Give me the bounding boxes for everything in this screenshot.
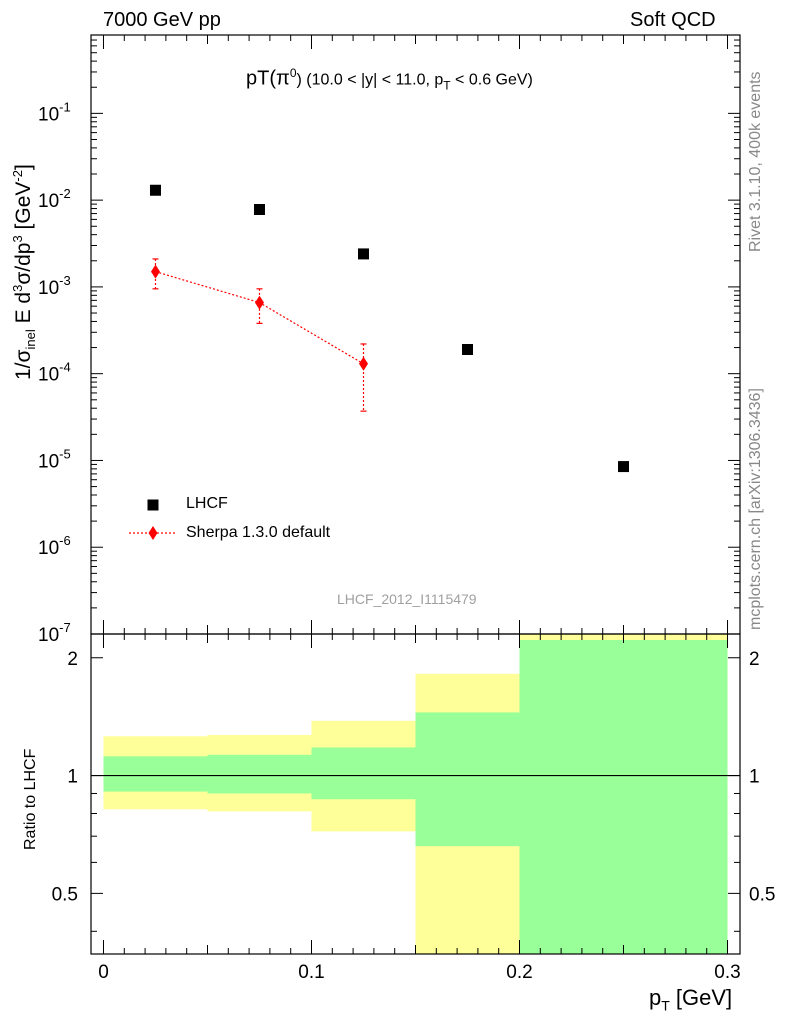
- legend-label-mc: Sherpa 1.3.0 default: [186, 524, 331, 541]
- upper-ytick-label-1: 10-6: [38, 533, 71, 559]
- lhcf-point-2: [357, 248, 369, 260]
- lower-ytick-label-right-2: 2: [749, 649, 760, 670]
- xlabel-sub: T: [661, 997, 670, 1014]
- lower-ytick-label-left-2: 2: [67, 649, 78, 670]
- ratio-band-inner-1: [207, 754, 312, 794]
- upper-data-marks: [149, 184, 630, 473]
- legend-marker-mc: [148, 526, 158, 540]
- mc-point-1: [254, 295, 264, 310]
- analysis-watermark: LHCF_2012_I1115479: [337, 591, 477, 607]
- upper-ytick-label-2: 10-5: [38, 446, 71, 472]
- title-rest: ) (10.0 < |y| < 11.0, p: [296, 71, 444, 89]
- ytick-base: 10: [38, 538, 59, 559]
- lower-ytick-label-right-1: 1: [749, 767, 760, 788]
- upper-ytick-label-3: 10-4: [38, 360, 71, 386]
- mc-point-0: [150, 264, 160, 279]
- ytick-base: 10: [38, 451, 59, 472]
- header-left-label: 7000 GeV pp: [103, 9, 221, 31]
- ratio-band-inner-3: [415, 712, 520, 847]
- upper-ytick-label-5: 10-2: [38, 186, 71, 212]
- ytick-base: 10: [38, 625, 59, 646]
- lhcf-point-4: [618, 461, 630, 473]
- title-main: pT(π: [246, 67, 290, 90]
- ytick-exp: -4: [59, 360, 71, 375]
- legend-markers: [129, 499, 176, 540]
- lower-ytick-label-left-0: 0.5: [52, 884, 78, 905]
- lhcf-point-3: [462, 343, 474, 355]
- lhcf-point-1: [253, 203, 265, 215]
- lower-axis-ticks: [91, 634, 740, 954]
- xtick-label-2: 0.2: [506, 962, 532, 983]
- xtick-label-1: 0.1: [298, 962, 324, 983]
- ytick-exp: -5: [59, 446, 71, 461]
- ytick-base: 10: [38, 191, 59, 212]
- ratio-band-inner-0: [103, 756, 208, 792]
- ytick-base: 10: [38, 365, 59, 386]
- ratio-band-inner-2: [311, 747, 416, 800]
- ytick-exp: -7: [59, 620, 71, 635]
- x-axis-label: pT [GeV]: [649, 985, 732, 1013]
- lower-ytick-label-left-1: 1: [67, 767, 78, 788]
- tick-labels: 10-710-610-510-410-310-210-10.5 0.51 12 20 0…: [38, 99, 775, 983]
- ytick-base: 10: [38, 104, 59, 125]
- ytick-exp: -2: [59, 186, 71, 201]
- ratio-band-inner-4: [519, 640, 728, 954]
- lower-plot-frame: [90, 633, 741, 955]
- lhcf-point-0: [149, 184, 161, 196]
- upper-ytick-label-0: 10-7: [38, 620, 71, 646]
- ytick-exp: -6: [59, 533, 71, 548]
- xtick-label-0: 0: [98, 962, 109, 983]
- xlabel-unit: [GeV]: [669, 985, 733, 1010]
- upper-ytick-label-4: 10-3: [38, 273, 71, 299]
- legend-label-data: LHCF: [186, 495, 228, 512]
- upper-axis-ticks: [91, 34, 740, 635]
- header-right-label: Soft QCD: [630, 9, 716, 31]
- ytick-exp: -1: [59, 99, 71, 114]
- title-sup: 0: [289, 66, 297, 80]
- ratio-bands: [103, 634, 728, 954]
- xlabel-main: p: [649, 985, 662, 1010]
- title-sub: T: [443, 78, 451, 93]
- lower-ytick-label-right-0: 0.5: [749, 884, 775, 905]
- ytick-base: 10: [38, 278, 59, 299]
- plot-title: pT(π0) (10.0 < |y| < 11.0, pT < 0.6 GeV): [246, 66, 533, 93]
- title-end: < 0.6 GeV): [450, 71, 533, 89]
- legend-marker-lhcf: [147, 499, 159, 511]
- xtick-label-3: 0.3: [714, 962, 740, 983]
- upper-plot-frame: [90, 34, 741, 635]
- mc-point-2: [358, 356, 368, 371]
- upper-ytick-label-6: 10-1: [38, 99, 71, 125]
- ytick-exp: -3: [59, 273, 71, 288]
